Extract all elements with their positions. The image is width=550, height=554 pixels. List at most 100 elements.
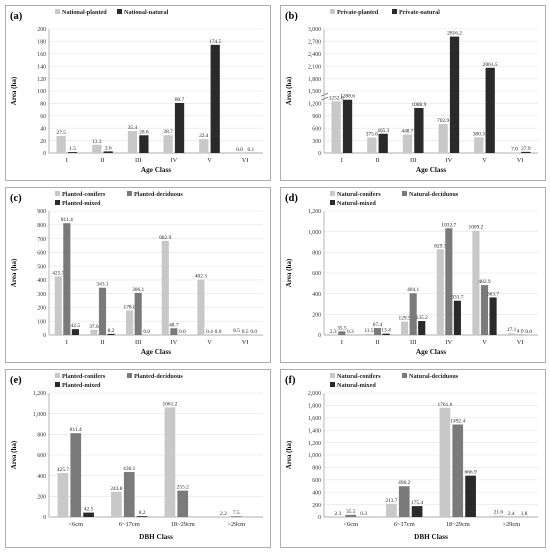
bar-value-label: 42.5 (71, 323, 81, 329)
panel-frame (280, 369, 546, 548)
bar (177, 490, 189, 517)
bar (489, 297, 497, 335)
y-tick-label: 600 (312, 126, 321, 132)
x-tick-label: VI (517, 339, 524, 346)
bar (197, 279, 205, 335)
chart-panel: (a) 0 20 40 60 80 100 120 140 160 180 200 27.5 1.5I 13… (5, 5, 271, 181)
bar (436, 249, 444, 335)
bar (472, 230, 480, 335)
y-tick-label: 900 (37, 209, 46, 215)
chart-panel: (d) 0 200 400 600 800 1,000 1,200 2.335.50.3 I 11.… (280, 187, 546, 363)
x-tick-label: V (207, 339, 212, 346)
x-tick-label: VI (242, 339, 249, 346)
x-axis-title: DBH Class (139, 533, 173, 541)
y-tick-label: 1,000 (33, 412, 46, 418)
x-axis-title: DBH Class (414, 533, 448, 541)
x-tick-label: I (66, 339, 68, 346)
bar-value-label: 0.0 (143, 329, 150, 335)
bar (474, 137, 484, 153)
y-tick-label: 200 (312, 313, 321, 319)
x-tick-label: 6~17cm (394, 521, 415, 528)
x-tick-label: I (341, 157, 343, 164)
y-tick-label: 1,000 (308, 453, 321, 459)
bar (342, 99, 353, 153)
bar (123, 471, 135, 517)
bar (98, 287, 107, 335)
legend-swatch (330, 200, 335, 205)
axis-break-mark (320, 92, 329, 97)
y-tick-label: 800 (37, 223, 46, 229)
bar (338, 331, 346, 335)
bar-value-label: 1761.6 (437, 402, 452, 408)
bar-value-label: 2.6 (105, 145, 112, 151)
bar-value-label: 27.9 (521, 146, 531, 152)
bar (139, 135, 149, 153)
bar (233, 334, 241, 335)
legend-label: National-planted (62, 9, 107, 16)
bar-value-label: 17.1 (507, 327, 517, 333)
bar (56, 135, 66, 153)
x-tick-label: <6cm (343, 521, 358, 528)
x-tick-label: V (482, 157, 487, 164)
y-tick-label: 20 (40, 139, 46, 145)
panel-frame (5, 369, 271, 548)
bar (331, 101, 341, 153)
legend-swatch (127, 373, 132, 378)
x-tick-label: VI (242, 157, 249, 164)
bar-value-label: 829.7 (434, 243, 446, 249)
bar (402, 134, 413, 153)
bar-value-label: 0.3 (347, 329, 354, 335)
legend-swatch (402, 191, 407, 196)
bar (409, 293, 417, 335)
bar-value-label: 465.3 (377, 128, 389, 134)
x-tick-label: II (100, 157, 104, 164)
y-tick-label: 80 (40, 102, 46, 108)
bar (367, 137, 377, 153)
bar-value-label: 375.6 (366, 131, 378, 137)
legend-label: Natural-deciduous (409, 191, 459, 198)
bar-value-label: 4.0 (517, 329, 524, 335)
y-tick-label: 1,000 (308, 230, 321, 236)
bar (107, 333, 115, 335)
bar (127, 131, 138, 153)
y-tick-label: 1,800 (308, 77, 321, 83)
y-tick-label: 100 (37, 89, 46, 95)
bar-value-label: 404.1 (407, 287, 419, 293)
bar-value-label: 48.7 (169, 322, 179, 328)
legend-swatch (55, 9, 60, 14)
legend-swatch (330, 9, 335, 14)
x-tick-label: VI (517, 157, 524, 164)
x-tick-label: 18~29cm (446, 521, 470, 528)
y-tick-label: 600 (37, 453, 46, 459)
bar-value-label: 363.7 (487, 291, 499, 297)
bar-value-label: 2.2 (220, 511, 227, 517)
y-axis-title: Area (ha) (10, 76, 18, 105)
legend-swatch (55, 373, 60, 378)
bar-value-label: 2816.2 (447, 31, 462, 37)
panel-label: (b) (285, 11, 298, 22)
bar-value-label: 35.5 (346, 509, 356, 515)
y-tick-label: 1,600 (308, 416, 321, 422)
bar (365, 333, 373, 335)
bar (414, 107, 424, 153)
legend-label: Natural-conifers (337, 373, 381, 380)
bar-value-label: 1288.6 (340, 94, 355, 100)
y-tick-label: 800 (312, 251, 321, 257)
y-tick-label: 60 (40, 114, 46, 120)
y-tick-label: 1,200 (308, 209, 321, 215)
panel-frame (280, 5, 546, 181)
bar-value-label: 811.4 (61, 217, 73, 223)
bar-value-label: 1.5 (69, 146, 76, 152)
x-tick-label: I (341, 339, 343, 346)
bar-value-label: 666.9 (465, 470, 477, 476)
bar-value-label: 425.7 (57, 467, 69, 473)
y-axis-title: Area (ha) (285, 76, 293, 105)
axis-break-mark (320, 96, 329, 101)
bar (71, 329, 79, 335)
y-tick-label: 3,000 (308, 27, 321, 33)
y-tick-label: 0 (43, 515, 46, 521)
x-tick-label: III (135, 339, 141, 346)
x-tick-label: III (410, 339, 416, 346)
bar (136, 516, 148, 517)
